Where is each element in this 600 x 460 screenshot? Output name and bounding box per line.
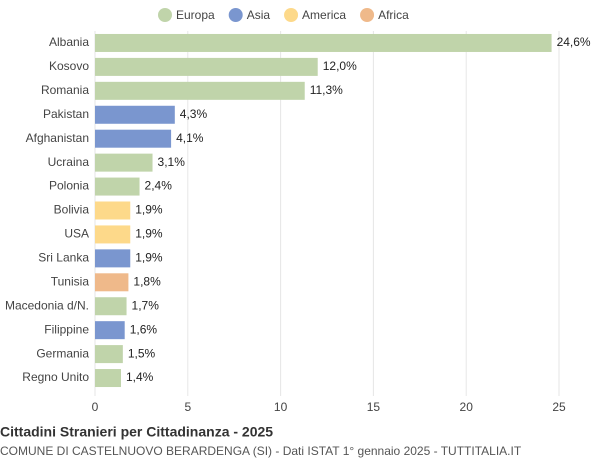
legend-label: America <box>302 8 346 22</box>
x-tick-label: 20 <box>460 400 474 414</box>
bar <box>95 345 123 364</box>
y-tick-label: Romania <box>41 83 89 97</box>
y-tick-label: Polonia <box>49 179 89 193</box>
y-tick-label: Bolivia <box>54 203 90 217</box>
y-tick-label: Pakistan <box>43 107 89 121</box>
legend-label: Africa <box>378 8 409 22</box>
bar <box>95 129 172 148</box>
bar <box>95 153 153 172</box>
y-tick-label: Tunisia <box>51 274 90 288</box>
legend-label: Asia <box>247 8 271 22</box>
y-tick-label: Kosovo <box>49 59 89 73</box>
value-label: 1,5% <box>128 346 156 360</box>
value-label: 1,9% <box>135 203 163 217</box>
value-label: 4,3% <box>180 107 208 121</box>
value-label: 11,3% <box>310 83 343 97</box>
x-tick-label: 25 <box>552 400 566 414</box>
bar <box>95 225 131 244</box>
value-label: 1,4% <box>126 370 154 384</box>
bar <box>95 201 131 220</box>
bar <box>95 321 125 340</box>
x-tick-label: 15 <box>367 400 381 414</box>
bar <box>95 33 552 52</box>
value-label: 1,9% <box>135 251 163 265</box>
value-label: 1,9% <box>135 227 163 241</box>
value-label: 1,7% <box>132 298 160 312</box>
chart-subtitle: COMUNE DI CASTELNUOVO BERARDENGA (SI) - … <box>0 444 522 458</box>
value-label: 4,1% <box>176 131 204 145</box>
legend-marker <box>228 8 243 22</box>
y-tick-label: Macedonia d/N. <box>5 298 89 312</box>
y-tick-label: Sri Lanka <box>38 251 89 265</box>
bar <box>95 105 175 124</box>
bar <box>95 249 131 268</box>
value-label: 1,6% <box>130 322 158 336</box>
legend-label: Europa <box>176 8 215 22</box>
x-tick-label: 10 <box>274 400 288 414</box>
y-tick-label: USA <box>64 227 89 241</box>
y-tick-label: Filippine <box>44 322 89 336</box>
value-label: 2,4% <box>145 179 173 193</box>
value-label: 12,0% <box>323 59 357 73</box>
y-tick-label: Germania <box>36 346 89 360</box>
legend-marker <box>284 8 299 22</box>
value-label: 1,8% <box>133 274 161 288</box>
bar <box>95 273 129 292</box>
x-tick-label: 5 <box>184 400 191 414</box>
x-tick-label: 0 <box>92 400 99 414</box>
y-tick-label: Afghanistan <box>26 131 89 145</box>
bar <box>95 81 305 100</box>
y-tick-label: Regno Unito <box>22 370 89 384</box>
legend-marker <box>158 8 172 22</box>
bar <box>95 177 140 196</box>
chart-title: Cittadini Stranieri per Cittadinanza - 2… <box>0 424 273 440</box>
value-label: 24,6% <box>557 35 591 49</box>
y-tick-label: Albania <box>49 35 89 49</box>
bar <box>95 369 121 388</box>
bar <box>95 57 318 76</box>
y-tick-label: Ucraina <box>48 155 90 169</box>
legend-marker <box>360 8 375 22</box>
bar <box>95 297 127 316</box>
value-label: 3,1% <box>158 155 186 169</box>
legend: Europa Asia America Africa <box>158 8 409 22</box>
